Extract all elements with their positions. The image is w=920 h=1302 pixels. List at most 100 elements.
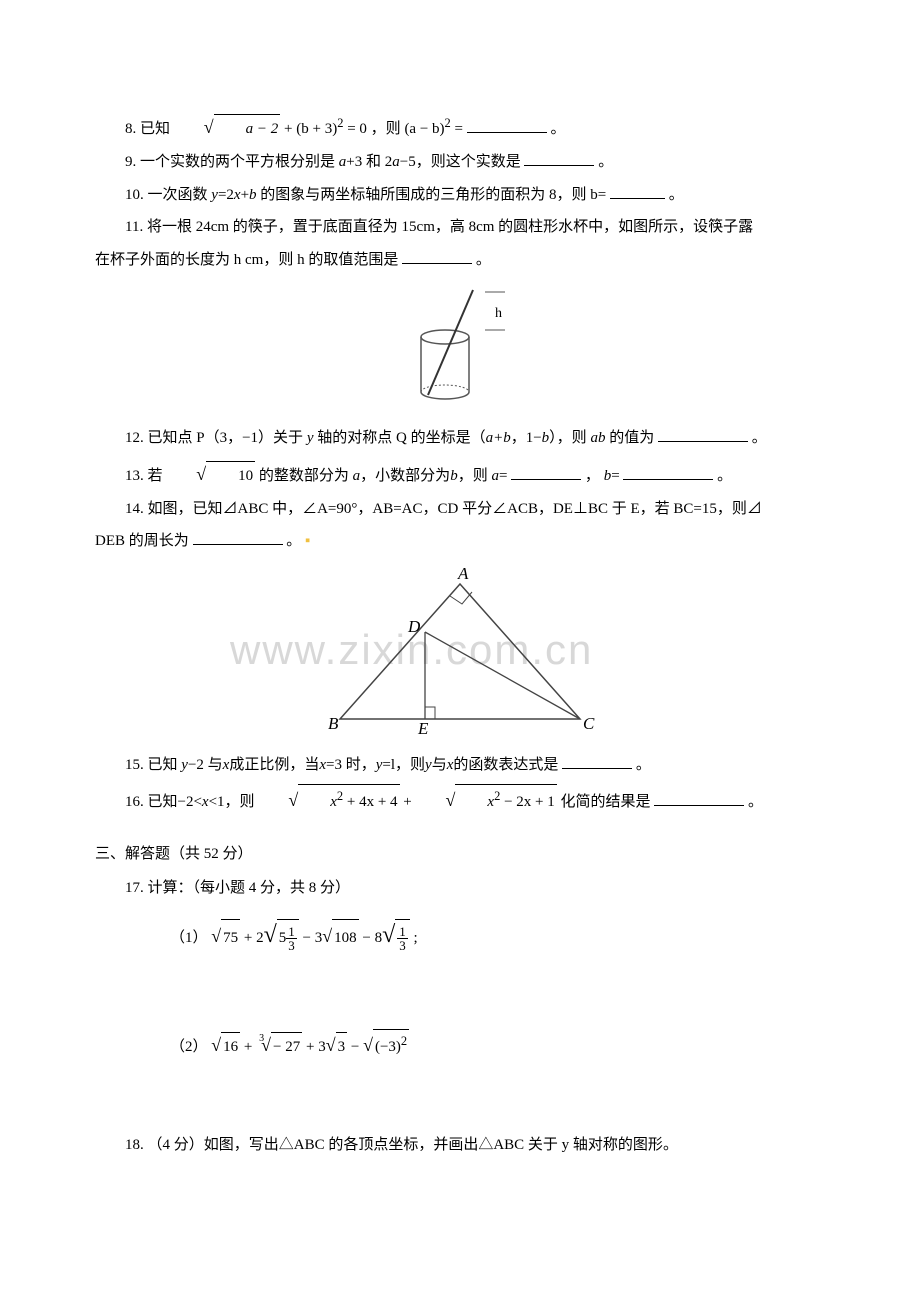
sqrt-e1: √x2 + 4x + 4 (258, 783, 399, 817)
q8-radicand: a − 2 (246, 121, 279, 137)
q15-y3: y (425, 757, 432, 773)
q15-t5: =l，则 (382, 757, 425, 773)
q12-end: 。 (752, 430, 767, 446)
q16-t3: 化简的结果是 (561, 794, 651, 810)
q11-end: 。 (476, 252, 491, 268)
q10-num: 10. (125, 187, 144, 203)
q16-num: 16. (125, 794, 144, 810)
question-11-line1: 11. 将一根 24cm 的筷子，置于底面直径为 15cm，高 8cm 的圆柱形… (95, 213, 825, 242)
label-D: D (407, 617, 421, 636)
q12-y: y (307, 430, 314, 446)
q8-end: 。 (551, 121, 566, 137)
q17-2-label: （2） (170, 1039, 208, 1055)
q16-plus: + (403, 794, 415, 810)
figure-cylinder: h (95, 282, 825, 412)
q18-num: 18. (125, 1137, 144, 1153)
question-17-1: （1） √75 + 2√513 − 3√108 − 8√13 ; (95, 907, 825, 965)
question-17: 17. 计算：（每小题 4 分，共 8 分） (95, 874, 825, 903)
question-16: 16. 已知−2<x<1，则 √x2 + 4x + 4 + √x2 − 2x +… (95, 783, 825, 817)
q12-t2: 轴的对称点 Q 的坐标是（ (317, 430, 485, 446)
q13-t3: ，小数部分为 (360, 468, 450, 484)
q14-l2a: DEB 的周长为 (95, 533, 189, 549)
q13-t4: ，则 (458, 468, 488, 484)
q8-num: 8. (125, 121, 136, 137)
q14-num: 14. (125, 501, 144, 517)
q8-mid: ，则 (371, 121, 401, 137)
fig1-h-label: h (495, 306, 502, 321)
question-12: 12. 已知点 P（3，−1）关于 y 轴的对称点 Q 的坐标是（a+b，1−b… (95, 424, 825, 453)
q11-num: 11. (125, 219, 143, 235)
q8-pre: 已知 (140, 121, 170, 137)
spacer (95, 1066, 825, 1131)
q15-t7: 的函数表达式是 (453, 757, 558, 773)
blank (402, 249, 472, 264)
blank (654, 791, 744, 806)
q12-t4: ），则 (549, 430, 590, 446)
q13-num: 13. (125, 468, 144, 484)
q9-end: 。 (598, 154, 613, 170)
question-11-line2: 在杯子外面的长度为 h cm，则 h 的取值范围是 。 (95, 246, 825, 275)
q15-t4: =3 时， (326, 757, 376, 773)
q9-text: 一个实数的两个平方根分别是 (140, 154, 335, 170)
q12-ab1: a+b (486, 430, 511, 446)
q13-t2: 的整数部分为 (259, 468, 349, 484)
yellow-mark: ▪ (305, 533, 310, 549)
sqrt-e2: √x2 − 2x + 1 (416, 783, 557, 817)
q10-b: b (249, 187, 257, 203)
label-C: C (583, 714, 595, 733)
section-3-title: 三、解答题（共 52 分） (95, 840, 825, 869)
question-14-line1: 14. 如图，已知⊿ABC 中，∠A=90°，AB=AC，CD 平分∠ACB，D… (95, 495, 825, 524)
q15-y1: y (181, 757, 188, 773)
q13-b: b (450, 468, 458, 484)
q10-plus: + (241, 187, 249, 203)
q15-t6: 与 (432, 757, 447, 773)
q14-end: 。 (286, 533, 301, 549)
document-content: 8. 已知 √a − 2 + (b + 3)2 = 0 ，则 (a − b)2 … (95, 110, 825, 1160)
q9-mid2: −5，则这个实数是 (400, 154, 521, 170)
q9-num: 9. (125, 154, 136, 170)
blank (562, 754, 632, 769)
q18-text: （4 分）如图，写出△ABC 的各顶点坐标，并画出△ABC 关于 y 轴对称的图… (148, 1137, 678, 1153)
label-E: E (417, 719, 429, 738)
q10-t1: 一次函数 (148, 187, 212, 203)
blank (658, 427, 748, 442)
q17-text: 计算：（每小题 4 分，共 8 分） (148, 880, 351, 896)
q10-end: 。 (669, 187, 684, 203)
q13-eq2: = (611, 468, 619, 484)
q15-t2: −2 与 (188, 757, 223, 773)
q10-y: y (211, 187, 218, 203)
q11-l1: 将一根 24cm 的筷子，置于底面直径为 15cm，高 8cm 的圆柱形水杯中，… (147, 219, 753, 235)
q15-t3: 成正比例，当 (229, 757, 319, 773)
sqrt10: √10 (166, 457, 255, 491)
blank (467, 118, 547, 133)
q12-t5: 的值为 (605, 430, 654, 446)
q10-x: x (234, 187, 241, 203)
q8-result: (a − b)2 = (404, 121, 466, 137)
q14-l1: 如图，已知⊿ABC 中，∠A=90°，AB=AC，CD 平分∠ACB，DE⊥BC… (148, 501, 762, 517)
q13-eq1: = (499, 468, 507, 484)
label-A: A (457, 564, 469, 583)
blank (511, 465, 581, 480)
q15-t1: 已知 (148, 757, 178, 773)
q13-end: 。 (717, 468, 732, 484)
q17-1-label: （1） (170, 930, 208, 946)
blank (623, 465, 713, 480)
blank (193, 530, 283, 545)
q13-sq: 10 (206, 461, 255, 491)
q15-num: 15. (125, 757, 144, 773)
q17-num: 17. (125, 880, 144, 896)
q16-x: x (202, 794, 209, 810)
q16-e1var: x (330, 794, 337, 810)
q16-e2b: − 2x + 1 (500, 794, 554, 810)
q9-mid1: +3 和 2 (346, 154, 392, 170)
question-15: 15. 已知 y−2 与x成正比例，当x=3 时，y=l，则y与x的函数表达式是… (95, 751, 825, 780)
q9-a2: a (392, 154, 400, 170)
blank (524, 151, 594, 166)
q16-e1b: + 4x + 4 (343, 794, 397, 810)
question-8: 8. 已知 √a − 2 + (b + 3)2 = 0 ，则 (a − b)2 … (95, 110, 825, 144)
spacer (95, 968, 825, 1028)
question-10: 10. 一次函数 y=2x+b 的图象与两坐标轴所围成的三角形的面积为 8，则 … (95, 181, 825, 210)
figure-triangle: A B C D E (95, 564, 825, 739)
q15-end: 。 (636, 757, 651, 773)
cylinder-svg: h (395, 282, 525, 412)
